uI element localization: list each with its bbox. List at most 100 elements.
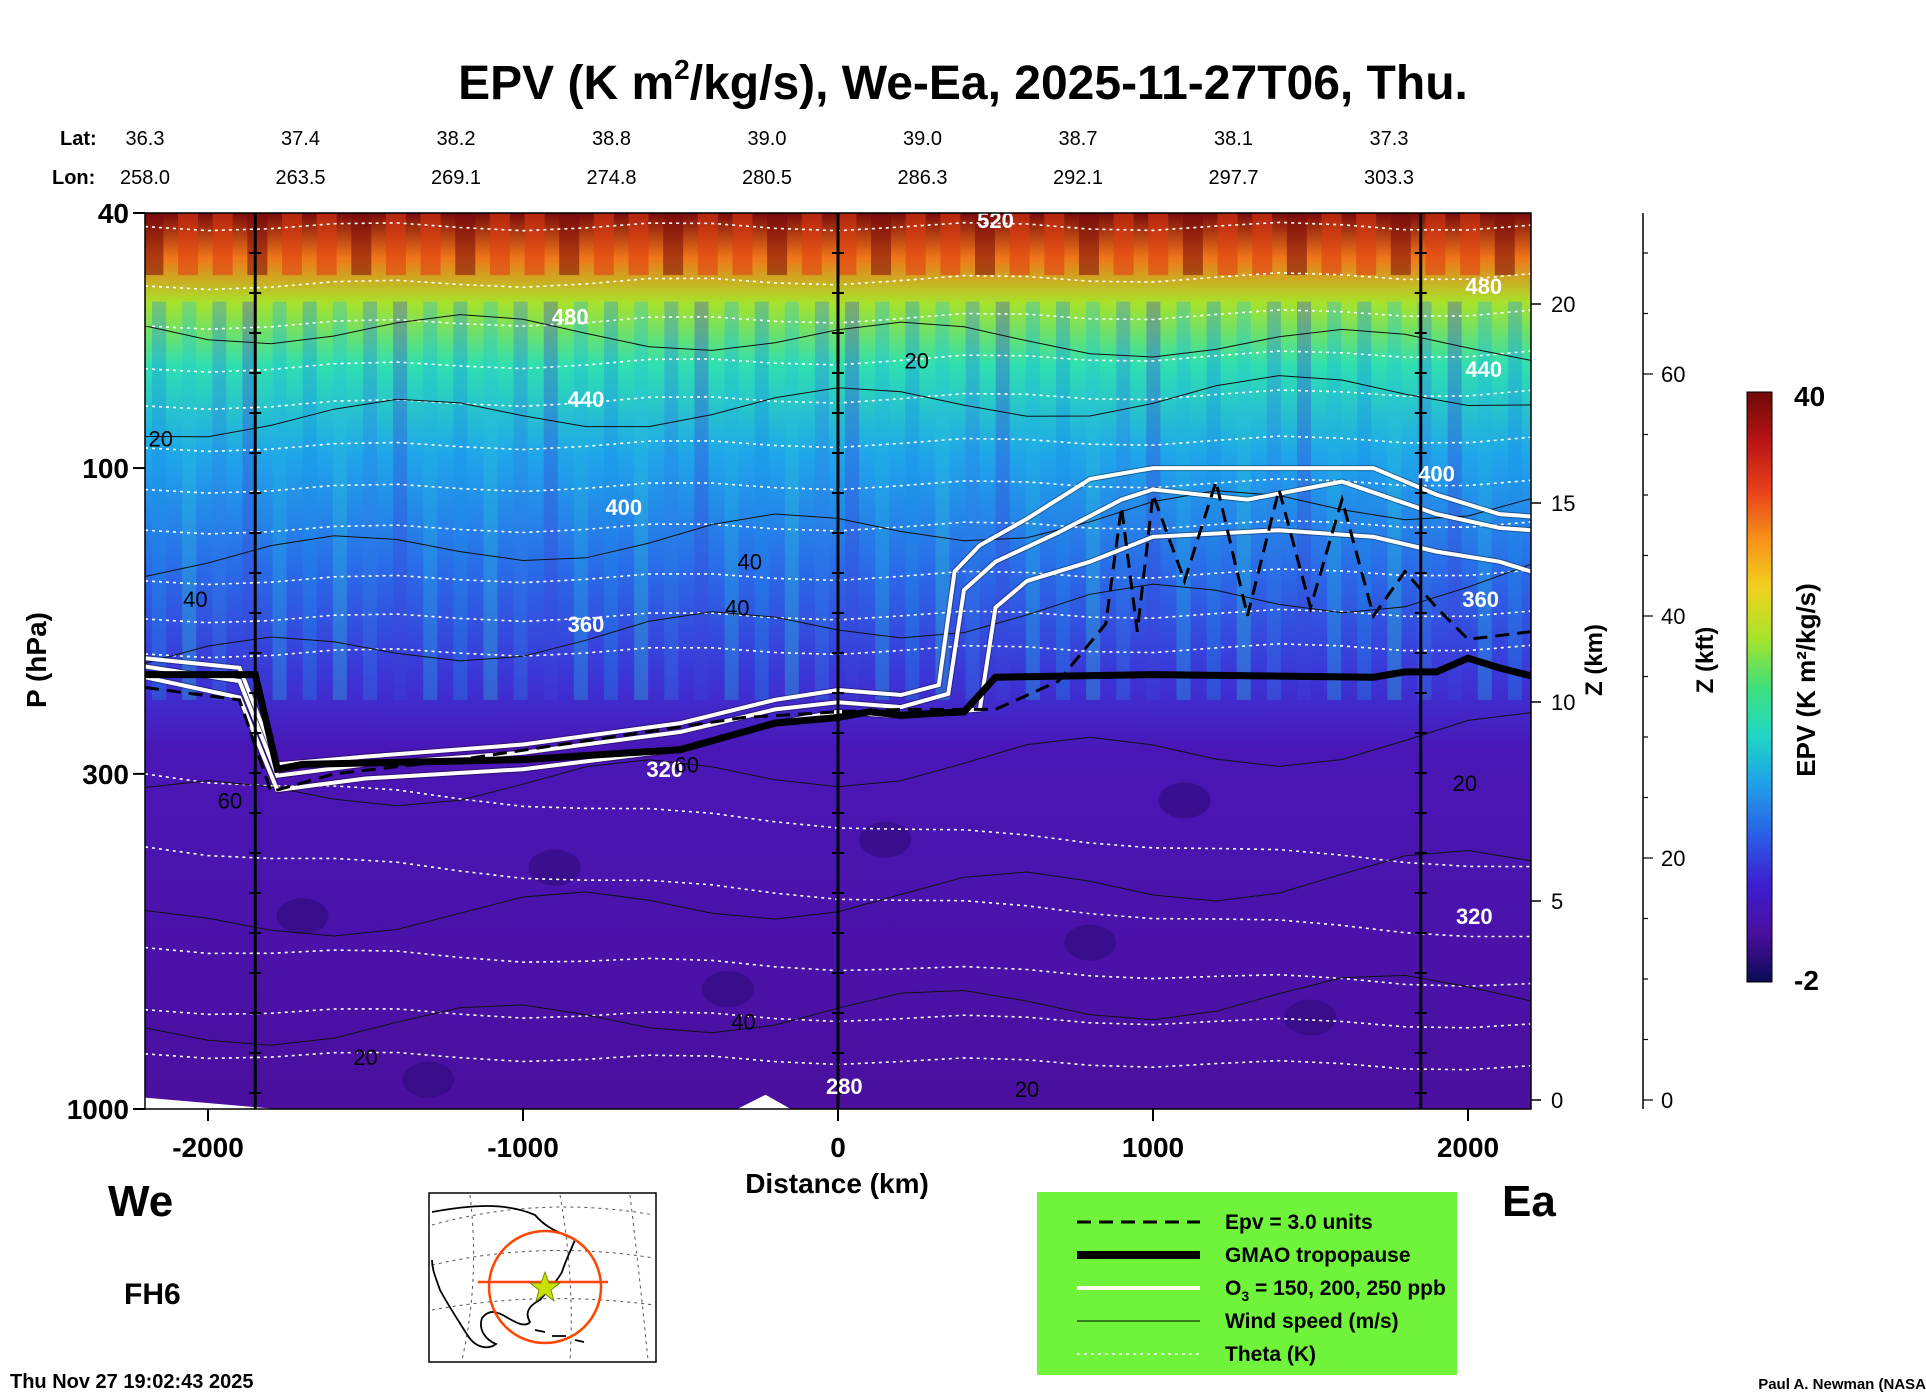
wind-contour-label: 40 <box>731 1009 755 1034</box>
latlon-values: 36.3 258.0 37.4 263.5 38.2 269.1 38.8 274.8 39.0… <box>120 128 1414 189</box>
theta-contour-label: 320 <box>646 757 683 782</box>
lon-value: 269.1 <box>431 167 481 189</box>
z-kft-tick-label: 20 <box>1661 846 1685 871</box>
legend-label-theta: Theta (K) <box>1225 1343 1316 1366</box>
theta-contour-label: 360 <box>1462 587 1499 612</box>
epv-high-patch <box>1252 213 1273 276</box>
epv-high-patch <box>871 213 892 276</box>
legend-label-ozone-o: O <box>1225 1277 1241 1300</box>
epv-high-patch <box>1425 213 1446 276</box>
epv-high-patch <box>1494 213 1515 276</box>
epv-streak <box>995 301 1010 700</box>
lat-value: 38.7 <box>1059 128 1098 150</box>
map-graticule <box>431 1194 655 1361</box>
y-axis-pressure: 40 100 300 1000 <box>67 198 145 1125</box>
epv-high-patch <box>351 213 372 276</box>
epv-high-patch <box>1148 213 1169 276</box>
theta-contour-label: 440 <box>1465 357 1502 382</box>
x-axis-tick-label: -2000 <box>172 1132 244 1163</box>
vertical-reference-lines <box>249 213 1427 1109</box>
lon-row-label: Lon: <box>52 167 95 189</box>
west-label: We <box>108 1177 173 1226</box>
epv-high-patch <box>801 213 822 276</box>
epv-streak <box>664 301 679 700</box>
lon-value: 263.5 <box>275 167 325 189</box>
epv-streak <box>302 301 317 700</box>
legend-label-ozone-sub: 3 <box>1241 1288 1249 1304</box>
epv-high-patch <box>247 213 268 276</box>
epv-streak <box>483 301 498 700</box>
wind-contour-label: 20 <box>905 349 929 374</box>
epv-streak <box>1507 301 1522 700</box>
epv-high-patch <box>836 213 857 276</box>
epv-low-patch <box>1284 999 1337 1036</box>
epv-streak <box>182 301 197 700</box>
z-km-axis-title: Z (km) <box>1581 624 1608 696</box>
wind-contour-label: 60 <box>218 788 242 813</box>
epv-low-patch <box>859 821 912 858</box>
epv-streak <box>1357 301 1372 700</box>
wind-contour-label: 40 <box>183 587 207 612</box>
epv-high-patch <box>212 213 233 276</box>
theta-contour-label: 280 <box>826 1074 863 1099</box>
epv-high-patch <box>1460 213 1481 276</box>
epv-streak <box>845 301 860 700</box>
legend: Epv = 3.0 units GMAO tropopause O3 = 150… <box>1037 1192 1457 1375</box>
z-km-tick-label: 5 <box>1551 889 1563 914</box>
chart-title-main: EPV (K m <box>458 57 674 110</box>
z-km-tick-label: 0 <box>1551 1088 1563 1113</box>
epv-streak <box>453 301 468 700</box>
z-kft-tick-label: 0 <box>1661 1088 1673 1113</box>
z-km-axis: 0 5 10 15 20 <box>1531 292 1575 1113</box>
wind-contour-label: 20 <box>1453 771 1477 796</box>
x-axis-tick-label: -1000 <box>487 1132 559 1163</box>
wind-contour-label: 20 <box>149 427 173 452</box>
epv-streak <box>814 301 829 700</box>
z-kft-axis: 0 20 40 60 <box>1642 213 1685 1113</box>
z-kft-tick-label: 60 <box>1661 362 1685 387</box>
chart-title-rest: /kg/s), We-Ea, 2025-11-27T06, Thu. <box>690 57 1468 110</box>
epv-streak <box>1327 301 1342 700</box>
theta-contour-label: 400 <box>605 495 642 520</box>
lon-value: 292.1 <box>1053 167 1103 189</box>
legend-label-ozone: O3 = 150, 200, 250 ppb <box>1225 1277 1446 1304</box>
epv-high-patch <box>178 213 199 276</box>
epv-streak <box>1086 301 1101 700</box>
z-km-tick-label: 10 <box>1551 690 1575 715</box>
wind-contour-label: 20 <box>1015 1077 1039 1102</box>
lon-value: 258.0 <box>120 167 170 189</box>
ground-mask-left <box>145 1097 278 1109</box>
epv-high-patch <box>1390 213 1411 276</box>
epv-high-patch <box>1286 213 1307 276</box>
colorbar <box>1746 391 1773 983</box>
legend-label-epv: Epv = 3.0 units <box>1225 1211 1373 1234</box>
epv-streak <box>694 301 709 700</box>
epv-low-patch <box>528 849 581 886</box>
epv-low-patch <box>1158 782 1211 819</box>
wind-contour-label: 20 <box>353 1045 377 1070</box>
x-axis-tick-label: 0 <box>830 1132 846 1163</box>
lon-value: 274.8 <box>586 167 636 189</box>
epv-high-patch <box>1356 213 1377 276</box>
chart-title-superscript: 2 <box>674 54 690 85</box>
x-axis-title: Distance (km) <box>745 1168 929 1199</box>
epv-high-patch <box>974 213 995 276</box>
epv-streak <box>724 301 739 700</box>
epv-high-patch <box>455 213 476 276</box>
lat-value: 39.0 <box>903 128 942 150</box>
epv-high-patch <box>559 213 580 276</box>
epv-high-patch <box>905 213 926 276</box>
ozone-contour-line <box>145 466 1531 767</box>
y-axis-title: P (hPa) <box>21 612 52 708</box>
epv-high-patch <box>1321 213 1342 276</box>
epv-streak <box>393 301 408 700</box>
legend-label-ozone-rest: = 150, 200, 250 ppb <box>1249 1277 1446 1300</box>
epv-high-patch <box>145 213 164 276</box>
wind-contour-label: 40 <box>738 550 762 575</box>
x-axis-tick-label: 2000 <box>1437 1132 1499 1163</box>
lat-value: 38.2 <box>437 128 476 150</box>
epv-high-patch <box>697 213 718 276</box>
epv-streak <box>543 301 558 700</box>
epv-streak <box>332 301 347 700</box>
timestamp-label: Thu Nov 27 19:02:43 2025 <box>10 1371 253 1393</box>
